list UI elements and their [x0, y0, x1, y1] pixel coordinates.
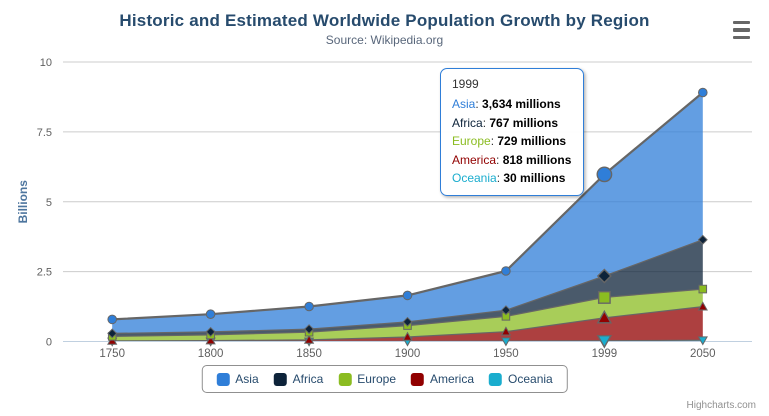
- marker-america-1999[interactable]: [596, 309, 613, 324]
- y-axis-label-2.5: 2.5: [37, 267, 52, 279]
- x-axis-label-1750: 1750: [99, 348, 125, 360]
- marker-africa-1800[interactable]: [205, 326, 216, 337]
- x-axis-label-1999: 1999: [592, 348, 618, 360]
- legend-item-america[interactable]: America: [411, 372, 474, 386]
- x-axis-label-2050: 2050: [690, 348, 716, 360]
- y-axis-label-0: 0: [46, 337, 52, 349]
- marker-africa-1750[interactable]: [107, 328, 118, 339]
- marker-africa-1999[interactable]: [596, 268, 612, 284]
- tooltip-row-asia: Asia: 3,634 millions: [452, 97, 561, 111]
- tooltip-series-value: 30 millions: [503, 171, 566, 185]
- legend-swatch-icon: [273, 372, 287, 386]
- y-axis-title: Billions: [16, 180, 30, 224]
- hamburger-bar: [732, 21, 750, 25]
- marker-asia-2050[interactable]: [698, 87, 708, 98]
- marker-africa-1850[interactable]: [304, 324, 315, 335]
- tooltip-series-name: Europe: [452, 134, 491, 148]
- marker-asia-1900[interactable]: [402, 290, 413, 301]
- marker-oceania-1999[interactable]: [596, 334, 613, 349]
- marker-asia-1800[interactable]: [205, 309, 216, 320]
- legend-swatch-icon: [489, 372, 503, 386]
- marker-america-1950[interactable]: [500, 326, 512, 336]
- legend-item-europe[interactable]: Europe: [338, 372, 396, 386]
- tooltip-header: 1999: [452, 77, 479, 91]
- legend-label: Asia: [235, 372, 259, 386]
- legend-item-asia[interactable]: Asia: [216, 372, 259, 386]
- marker-europe-2050[interactable]: [698, 284, 708, 294]
- chart-title: Historic and Estimated Worldwide Populat…: [119, 11, 650, 30]
- hamburger-icon[interactable]: [728, 19, 754, 41]
- y-axis-label-10: 10: [40, 57, 52, 69]
- marker-asia-1750[interactable]: [107, 314, 117, 325]
- tooltip-series-value: 729 millions: [497, 134, 567, 148]
- legend-label: America: [430, 372, 475, 386]
- series-area-africa[interactable]: [112, 239, 703, 337]
- tooltip-series-name: Africa: [452, 115, 483, 130]
- marker-oceania-1950[interactable]: [500, 337, 512, 347]
- marker-america-2050[interactable]: [697, 301, 708, 311]
- tooltip-series-value: 767 millions: [489, 115, 559, 130]
- tooltip-series-name: Oceania: [452, 171, 497, 185]
- legend-swatch-icon: [411, 372, 425, 386]
- marker-asia-1999[interactable]: [596, 166, 613, 183]
- tooltip-series-value: 3,634 millions: [482, 97, 561, 111]
- tooltip-row-europe: Europe: 729 millions: [452, 134, 567, 148]
- hamburger-bar: [732, 35, 750, 39]
- legend: Asia Africa Europe America Oceania: [201, 365, 568, 393]
- tooltip-rows: Asia: 3,634 millions Africa: 767 millions…: [452, 95, 571, 188]
- tooltip-row-africa: Africa: 767 millions: [452, 115, 559, 130]
- marker-asia-1950[interactable]: [501, 266, 511, 276]
- legend-swatch-icon: [338, 372, 352, 386]
- marker-africa-2050[interactable]: [697, 234, 708, 245]
- marker-oceania-2050[interactable]: [697, 336, 708, 346]
- x-axis-label-1900: 1900: [395, 348, 421, 360]
- x-axis-label-1800: 1800: [198, 348, 224, 360]
- series-area-asia[interactable]: [112, 92, 703, 334]
- x-axis-label-1950: 1950: [493, 348, 519, 360]
- marker-america-1850[interactable]: [303, 334, 315, 344]
- marker-africa-1900[interactable]: [402, 316, 413, 327]
- highcharts-credit[interactable]: Highcharts.com: [686, 400, 756, 411]
- tooltip-series-name: America: [452, 152, 497, 167]
- legend-swatch-icon: [216, 372, 230, 386]
- legend-item-oceania[interactable]: Oceania: [489, 372, 553, 386]
- x-axis-label-1850: 1850: [296, 348, 322, 360]
- chart-subtitle: Source: Wikipedia.org: [325, 33, 444, 47]
- marker-africa-1950[interactable]: [500, 305, 511, 316]
- tooltip-row-oceania: Oceania: 30 millions: [452, 171, 566, 185]
- tooltip-series-name: Asia: [452, 97, 476, 111]
- series-area-america[interactable]: [112, 306, 703, 342]
- tooltip-row-america: America: 818 millions: [452, 152, 572, 167]
- marker-america-1800[interactable]: [205, 335, 216, 345]
- legend-label: Europe: [357, 372, 397, 386]
- y-axis-label-7.5: 7.5: [37, 127, 52, 139]
- marker-america-1900[interactable]: [402, 331, 413, 341]
- tooltip: 1999 Asia: 3,634 millions Africa: 767 mil…: [440, 68, 585, 196]
- hamburger-bar: [732, 28, 750, 32]
- tooltip-series-value: 818 millions: [502, 152, 572, 167]
- legend-item-africa[interactable]: Africa: [273, 372, 324, 386]
- marker-asia-1850[interactable]: [304, 301, 314, 312]
- legend-label: Oceania: [508, 372, 553, 386]
- legend-label: Africa: [292, 372, 324, 386]
- marker-europe-1999[interactable]: [597, 291, 611, 304]
- y-axis-label-5: 5: [46, 197, 52, 209]
